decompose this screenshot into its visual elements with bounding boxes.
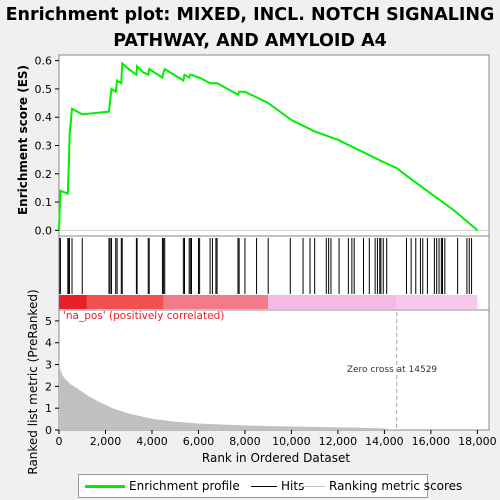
legend-item-ranking-metric: Ranking metric scores bbox=[299, 475, 462, 497]
hits-panel bbox=[58, 235, 490, 311]
top-y-tick-label: 0.5 bbox=[35, 83, 53, 96]
top-y-tick-label: 0.1 bbox=[35, 196, 53, 209]
bottom-y-axis-label: Ranked list metric (PreRanked) bbox=[26, 289, 40, 474]
bottom-y-tick-label: 3 bbox=[45, 359, 52, 372]
top-y-tick-label: 0.2 bbox=[35, 168, 53, 181]
bottom-y-tick-label: 0 bbox=[45, 424, 52, 437]
legend: Enrichment profile Hits Ranking metric s… bbox=[78, 474, 462, 498]
legend-label-ranking: Ranking metric scores bbox=[329, 479, 463, 493]
x-tick-label: 6,000 bbox=[183, 435, 215, 448]
x-tick-label: 18,000 bbox=[458, 435, 497, 448]
bottom-y-ticks: 0 1 2 3 4 5 bbox=[45, 315, 59, 437]
bottom-panel-bg bbox=[58, 309, 490, 431]
enrichment-profile-line bbox=[58, 61, 479, 232]
hits-marks bbox=[59, 238, 473, 294]
x-tick-label: 16,000 bbox=[412, 435, 451, 448]
x-axis-label: Rank in Ordered Dataset bbox=[202, 451, 350, 465]
x-tick-label: 14,000 bbox=[365, 435, 404, 448]
x-ticks: 0 2,000 4,000 6,000 8,000 10,000 12,000 14,000 1… bbox=[56, 430, 497, 448]
legend-item-hits: Hits bbox=[251, 475, 321, 497]
legend-swatch-hits bbox=[251, 486, 277, 487]
gradient-segment bbox=[396, 295, 478, 309]
positive-correlation-label: 'na_pos' (positively correlated) bbox=[63, 310, 224, 322]
top-panel: 0.0 0.1 0.2 0.3 0.4 0.5 0.6 Enrichment score (… bbox=[16, 54, 490, 237]
legend-label-hits: Hits bbox=[281, 479, 305, 493]
top-y-tick-label: 0.3 bbox=[35, 140, 53, 153]
gradient-segment bbox=[59, 295, 87, 309]
rank-gradient-bar bbox=[59, 295, 478, 309]
chart-title: Enrichment plot: MIXED, INCL. NOTCH SIGN… bbox=[5, 5, 495, 51]
x-tick-label: 4,000 bbox=[136, 435, 168, 448]
x-tick-label: 2,000 bbox=[90, 435, 122, 448]
bottom-y-tick-label: 5 bbox=[45, 315, 52, 328]
zero-cross-label: Zero cross at 14529 bbox=[347, 365, 438, 375]
top-panel-bg bbox=[58, 54, 490, 237]
legend-label-enrichment: Enrichment profile bbox=[129, 479, 240, 493]
gradient-segment bbox=[163, 295, 269, 309]
ranking-metric-area bbox=[59, 358, 399, 430]
x-tick-label: 12,000 bbox=[319, 435, 358, 448]
top-y-tick-label: 0.0 bbox=[35, 224, 53, 237]
bottom-panel: 'na_pos' (positively correlated) Zero cr… bbox=[26, 289, 497, 474]
legend-swatch-enrichment bbox=[85, 485, 125, 488]
bottom-y-tick-label: 2 bbox=[45, 380, 52, 393]
gradient-segment bbox=[86, 295, 164, 309]
top-y-axis-label: Enrichment score (ES) bbox=[16, 65, 30, 215]
gradient-segment bbox=[268, 295, 397, 309]
x-tick-label: 10,000 bbox=[272, 435, 311, 448]
top-y-tick-label: 0.6 bbox=[35, 55, 53, 68]
bottom-y-tick-label: 1 bbox=[45, 402, 52, 415]
top-y-tick-label: 0.4 bbox=[35, 111, 53, 124]
x-tick-label: 8,000 bbox=[229, 435, 261, 448]
x-tick-label: 0 bbox=[56, 435, 63, 448]
legend-swatch-ranking bbox=[299, 486, 325, 487]
bottom-y-tick-label: 4 bbox=[45, 337, 52, 350]
top-y-ticks: 0.0 0.1 0.2 0.3 0.4 0.5 0.6 bbox=[35, 55, 59, 237]
legend-item-enrichment-profile: Enrichment profile bbox=[85, 475, 240, 497]
